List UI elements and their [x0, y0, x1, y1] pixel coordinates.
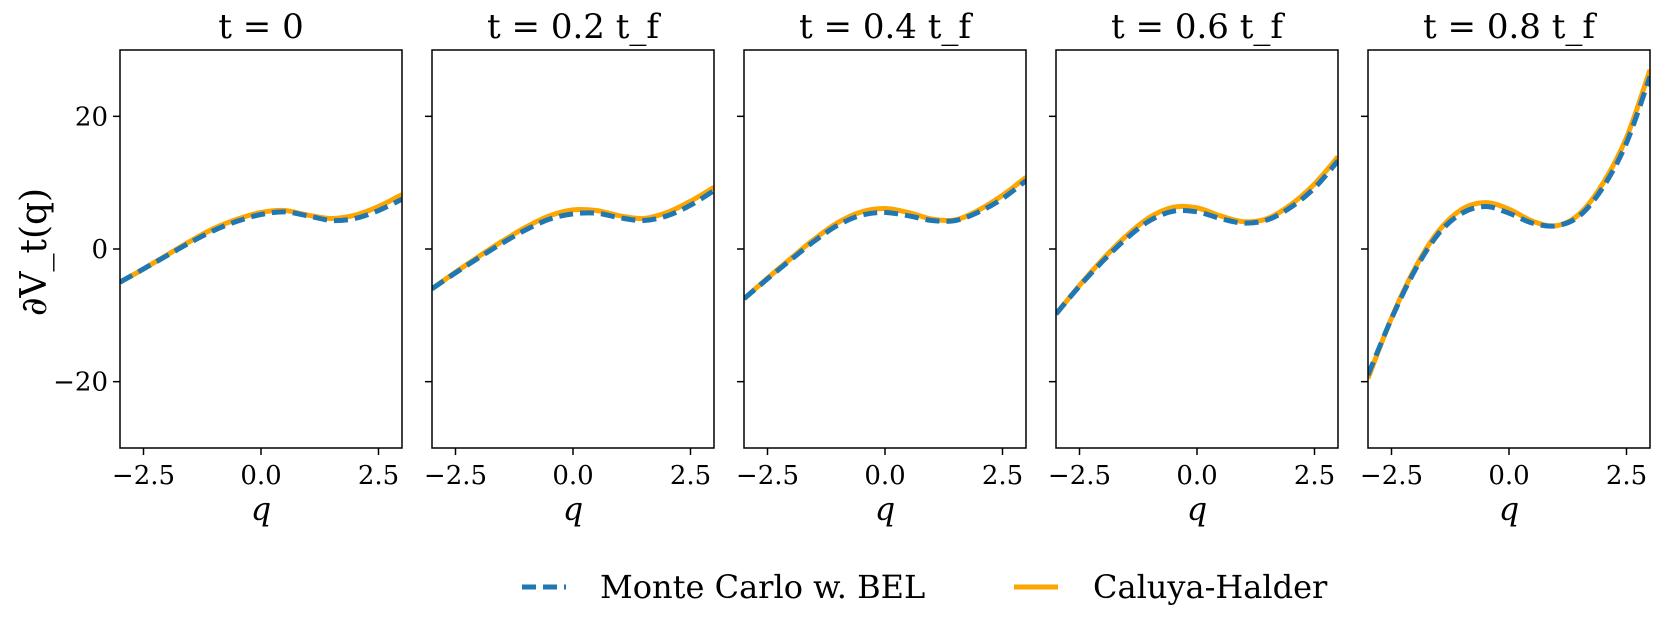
axes-frame [119, 49, 403, 449]
x-tick-label: 2.5 [670, 461, 711, 491]
y-axis-label: ∂V_t(q) [14, 188, 55, 316]
panel-title: t = 0.2 t_f [487, 7, 661, 47]
x-tick-label: −2.5 [424, 461, 487, 491]
x-axis-label: q [1187, 490, 1207, 528]
panel-title: t = 0.4 t_f [799, 7, 973, 47]
x-tick-label: 2.5 [982, 461, 1023, 491]
x-tick-label: 0.0 [864, 461, 905, 491]
y-tick-label: 0 [91, 235, 108, 265]
series-line-monte-carlo [1368, 75, 1650, 376]
x-tick-label: 0.0 [240, 461, 281, 491]
panels: t = 0 −2.5 0.0 2.5 −20 0 20 q t = 0.2 t_f −2.5 0.0… [53, 7, 1651, 528]
axes-frame [1055, 49, 1339, 449]
series-line-caluya-halder [1368, 69, 1650, 380]
series-line-monte-carlo [432, 188, 714, 291]
panel-title: t = 0.8 t_f [1423, 7, 1597, 47]
x-tick-label: 2.5 [358, 461, 399, 491]
panel-1: t = 0 −2.5 0.0 2.5 −20 0 20 q [53, 7, 403, 528]
legend-label-monte-carlo: Monte Carlo w. BEL [600, 568, 925, 606]
legend: Monte Carlo w. BEL Caluya-Halder [522, 568, 1328, 606]
axes-frame [1367, 49, 1651, 449]
series-line-caluya-halder [432, 185, 714, 291]
axes-frame [431, 49, 715, 449]
series-line-monte-carlo [1056, 159, 1338, 316]
legend-label-caluya-halder: Caluya-Halder [1093, 568, 1328, 606]
x-axis-label: q [875, 490, 895, 528]
x-axis-label: q [1499, 490, 1519, 528]
x-tick-label: −2.5 [1360, 461, 1423, 491]
x-tick-label: −2.5 [736, 461, 799, 491]
series-line-caluya-halder [744, 175, 1026, 301]
x-tick-label: 2.5 [1294, 461, 1335, 491]
x-tick-label: −2.5 [112, 461, 175, 491]
series-line-caluya-halder [1056, 155, 1338, 316]
panel-2: t = 0.2 t_f −2.5 0.0 2.5 q [424, 7, 715, 528]
panel-4: t = 0.6 t_f −2.5 0.0 2.5 q [1048, 7, 1339, 528]
series-line-caluya-halder [120, 192, 402, 285]
x-tick-label: 0.0 [552, 461, 593, 491]
x-axis-label: q [251, 490, 271, 528]
y-tick-label: −20 [53, 368, 108, 398]
panel-title: t = 0 [218, 7, 303, 47]
x-tick-label: 2.5 [1606, 461, 1647, 491]
x-tick-label: 0.0 [1176, 461, 1217, 491]
x-axis-label: q [563, 490, 583, 528]
x-tick-label: −2.5 [1048, 461, 1111, 491]
series-line-monte-carlo [744, 178, 1026, 301]
panel-3: t = 0.4 t_f −2.5 0.0 2.5 q [736, 7, 1027, 528]
x-tick-label: 0.0 [1488, 461, 1529, 491]
axes-frame [743, 49, 1027, 449]
panel-title: t = 0.6 t_f [1111, 7, 1285, 47]
y-tick-label: 20 [75, 102, 108, 132]
series-line-monte-carlo [120, 196, 402, 285]
panel-5: t = 0.8 t_f −2.5 0.0 2.5 q [1360, 7, 1651, 528]
